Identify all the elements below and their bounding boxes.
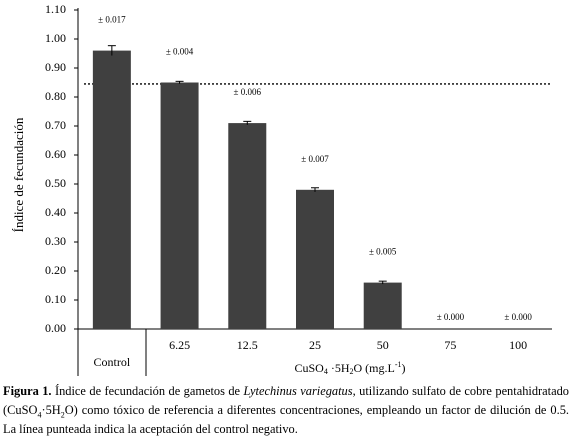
error-label: ± 0.000 xyxy=(504,312,532,322)
y-tick-label: 0.60 xyxy=(45,147,66,161)
x-tick-label: 12.5 xyxy=(237,338,258,352)
x-tick-label: 25 xyxy=(309,338,321,352)
caption-part: Índice de fecundación de gametos de xyxy=(51,384,244,398)
x-tick-label: Control xyxy=(94,355,131,369)
error-label: ± 0.005 xyxy=(369,247,397,257)
y-tick-label: 0.00 xyxy=(45,321,66,335)
x-tick-label: 6.25 xyxy=(169,338,190,352)
caption-part: Figura 1. xyxy=(3,384,52,398)
y-tick-label: 1.00 xyxy=(45,31,66,45)
caption-part: , utilizando sulfato de cobre pentahidra… xyxy=(3,384,569,417)
y-tick-label: 0.20 xyxy=(45,263,66,277)
y-tick-label: 0.10 xyxy=(45,292,66,306)
error-label: ± 0.017 xyxy=(98,15,126,25)
label-part: 4 xyxy=(324,367,328,376)
label-part: O (mg.L xyxy=(354,361,395,375)
caption-part: Lytechinus variegatus xyxy=(243,384,353,398)
y-tick-label: 0.80 xyxy=(45,89,66,103)
error-label: ± 0.000 xyxy=(437,312,465,322)
y-tick-label: 0.30 xyxy=(45,234,66,248)
x-group-label: CuSO4 ·5H2O (mg.L-1) xyxy=(294,360,405,376)
caption-part: O) como tóxico de referencia a diferente… xyxy=(3,403,569,436)
y-tick-label: 0.90 xyxy=(45,60,66,74)
label-part: ) xyxy=(402,361,406,375)
caption-part: 2 xyxy=(60,410,65,420)
chart: Índice de fecundación CuSO4 ·5H2O (mg.L-… xyxy=(11,2,552,376)
error-label: ± 0.007 xyxy=(301,154,329,164)
bar xyxy=(160,82,199,329)
label-part: CuSO xyxy=(294,361,324,375)
error-label: ± 0.004 xyxy=(166,47,194,57)
y-axis-label: Índice de fecundación xyxy=(11,117,26,232)
x-tick-label: 50 xyxy=(377,338,389,352)
label-part: ·5H xyxy=(328,361,350,375)
label-part: -1 xyxy=(395,360,402,369)
bar xyxy=(228,123,267,329)
caption: Figura 1. Índice de fecundación de gamet… xyxy=(3,382,569,439)
y-tick-label: 0.70 xyxy=(45,118,66,132)
label-part: 2 xyxy=(350,367,354,376)
y-tick-label: 1.10 xyxy=(45,2,66,16)
caption-part: 4 xyxy=(37,410,42,420)
y-tick-label: 0.50 xyxy=(45,176,66,190)
x-tick-label: 75 xyxy=(444,338,456,352)
x-tick-label: 100 xyxy=(509,338,527,352)
bar xyxy=(363,282,402,329)
error-label: ± 0.006 xyxy=(234,87,262,97)
caption-part: ·5H xyxy=(41,403,61,417)
y-tick-label: 0.40 xyxy=(45,205,66,219)
bar xyxy=(92,50,131,329)
bar xyxy=(296,189,334,329)
